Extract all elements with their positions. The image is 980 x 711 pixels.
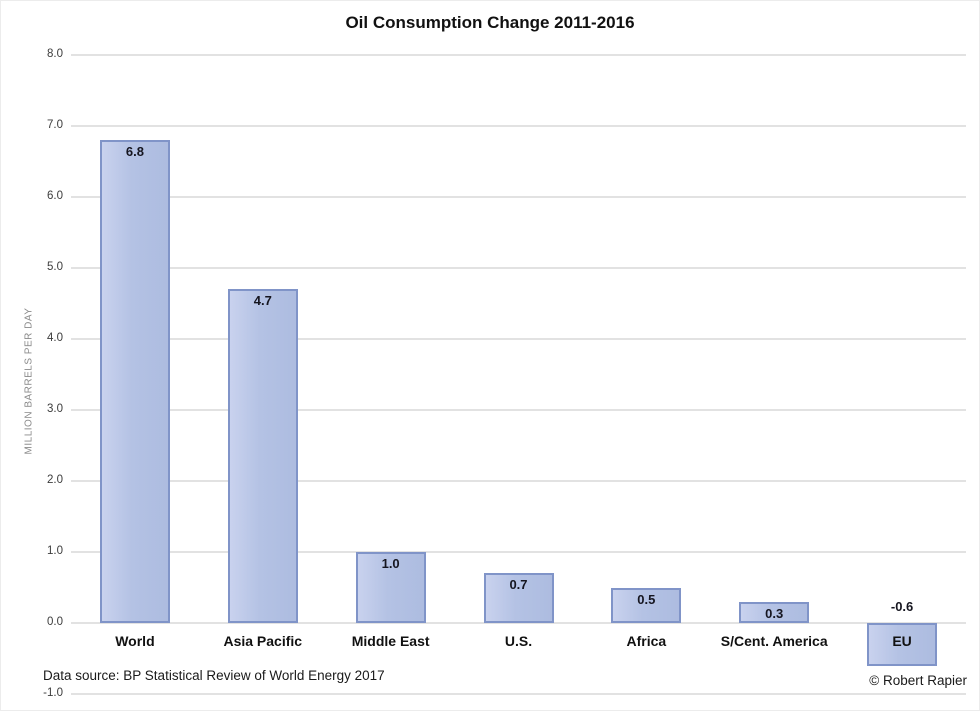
bar-value-label: 0.5 [637, 591, 656, 607]
gridline [71, 409, 966, 411]
x-axis-category-label: Africa [626, 633, 667, 649]
x-axis-category-label: World [115, 633, 155, 649]
y-axis-tick-label: -1.0 [43, 687, 63, 699]
gridline [71, 693, 966, 695]
gridline [71, 54, 966, 56]
bar [739, 601, 810, 623]
gridline [71, 338, 966, 340]
bar [99, 140, 170, 623]
y-axis-tick-label: 2.0 [47, 474, 63, 486]
bar-value-label: 0.3 [765, 605, 784, 621]
y-axis-tick-label: 1.0 [47, 545, 63, 557]
y-axis-tick-label: 7.0 [47, 119, 63, 131]
bar-value-label: -0.6 [890, 599, 914, 614]
bar-value-label: 4.7 [253, 293, 272, 309]
gridline [71, 622, 966, 624]
x-axis-category-label: S/Cent. America [720, 633, 828, 649]
bar [227, 289, 298, 623]
gridline [71, 551, 966, 553]
chart-title: Oil Consumption Change 2011-2016 [345, 13, 635, 32]
bar-value-label: 1.0 [381, 556, 400, 571]
y-axis-tick-label: 8.0 [47, 48, 63, 60]
x-axis-category-label: U.S. [504, 633, 533, 649]
bar [483, 573, 554, 623]
copyright-credit: © Robert Rapier [869, 673, 967, 688]
x-axis-category-label: EU [892, 633, 912, 649]
bar-value-label: 0.7 [509, 577, 528, 593]
bar [355, 552, 426, 623]
y-axis-tick-label: 5.0 [47, 261, 63, 273]
y-axis-tick-label: 0.0 [47, 616, 63, 628]
y-axis-tick-label: 6.0 [47, 190, 63, 202]
gridline [71, 125, 966, 127]
gridline [71, 267, 966, 269]
bar-value-label: 6.8 [125, 144, 144, 160]
data-source-note: Data source: BP Statistical Review of Wo… [43, 668, 385, 683]
x-axis-category-label: Middle East [351, 633, 430, 649]
y-axis-tick-label: 3.0 [47, 403, 63, 415]
gridline [71, 480, 966, 482]
x-axis-category-label: Asia Pacific [223, 633, 303, 649]
bar [611, 587, 682, 623]
gridline [71, 196, 966, 198]
y-axis-tick-label: 4.0 [47, 332, 63, 344]
y-axis-title: MILLION BARRELS PER DAY [23, 307, 35, 455]
bar [867, 623, 938, 666]
